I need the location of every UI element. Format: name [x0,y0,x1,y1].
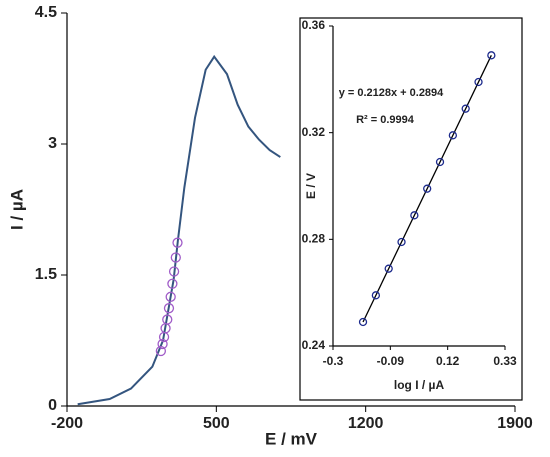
data-point [163,303,175,314]
data-point [423,184,432,193]
data-point [461,104,470,113]
data-point [448,131,458,140]
inset-frame [299,17,523,401]
data-point [487,51,496,60]
data-point [435,157,445,167]
x-axis-label: E / mV [265,429,318,448]
x-axis-label: log I / µA [394,378,445,392]
data-line [77,54,281,406]
y-tick-label: 3 [48,135,57,152]
data-point [165,291,176,302]
y-tick-label: 4.5 [35,4,57,21]
data-line [362,55,492,323]
annotation: R² = 0.9994 [356,114,415,126]
data-point [384,264,393,273]
x-tick-label: 0.12 [436,354,460,368]
x-tick-label: 1900 [497,415,533,432]
data-point [167,278,178,289]
y-tick-label: 0.28 [302,232,326,246]
y-axis-label: I / µA [7,189,26,230]
x-tick-label: 1200 [348,415,384,432]
y-tick-label: 0.36 [302,18,326,32]
data-point [172,237,183,248]
data-point [168,266,180,277]
annotation: y = 0.2128x + 0.2894 [339,87,444,99]
x-tick-label: 500 [203,415,230,432]
y-tick-label: 1.5 [35,266,57,283]
data-point [397,237,406,247]
y-axis-label: E / V [304,173,318,199]
data-point [358,317,368,327]
data-point [410,211,419,220]
x-tick-label: -0.3 [323,354,344,368]
data-point [170,252,181,263]
x-tick-label: -200 [51,415,83,432]
y-tick-label: 0.32 [302,125,326,139]
data-point [371,291,381,300]
x-tick-label: 0.33 [493,354,517,368]
data-point [155,345,167,357]
data-point [162,314,173,325]
y-tick-label: 0 [48,397,57,414]
x-tick-label: -0.09 [377,354,405,368]
data-point [157,338,168,350]
y-tick-label: 0.24 [302,338,326,352]
data-point [474,77,483,87]
